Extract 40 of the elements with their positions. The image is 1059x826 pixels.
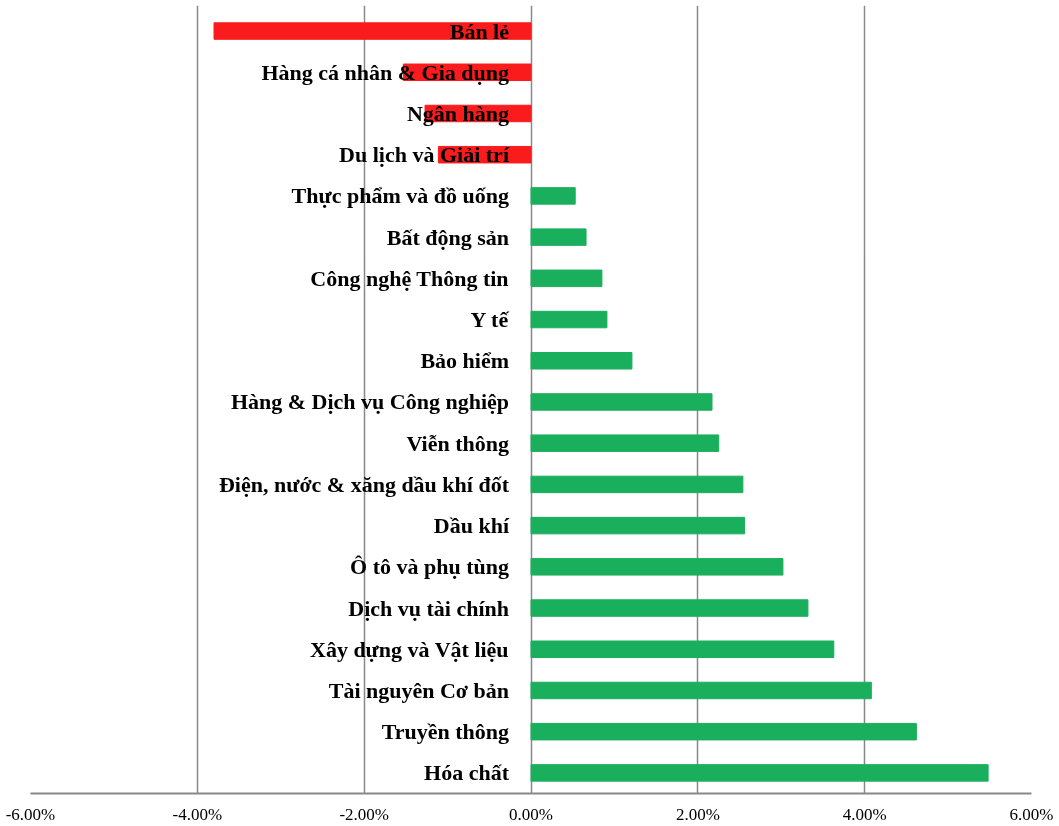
bar xyxy=(530,516,746,535)
x-tick-label: -6.00% xyxy=(5,804,56,824)
bar xyxy=(530,352,633,370)
y-tick-label: Bán lẻ xyxy=(449,18,510,44)
bar xyxy=(530,764,989,782)
x-tick-label: 2.00% xyxy=(675,804,720,824)
x-tick-label: -4.00% xyxy=(172,804,223,824)
y-tick-label: Dịch vụ tài chính xyxy=(348,595,510,621)
y-tick-label: Truyền thông xyxy=(381,719,510,745)
y-tick-label: Bảo hiểm xyxy=(420,348,510,374)
x-tick-label: 0.00% xyxy=(509,804,553,824)
y-tick-label: Bất động sản xyxy=(386,224,510,250)
bar xyxy=(530,228,587,246)
bar xyxy=(530,722,917,741)
y-tick-label: Thực phẩm và đồ uống xyxy=(291,183,510,209)
y-tick-label: Du lịch và Giải trí xyxy=(339,142,510,168)
bar xyxy=(530,434,720,452)
y-tick-label: Tài nguyên Cơ bản xyxy=(328,677,509,703)
bar xyxy=(530,558,784,576)
x-tick-label: 6.00% xyxy=(1009,804,1054,824)
bar xyxy=(530,393,713,411)
y-tick-label: Y tế xyxy=(470,307,510,333)
x-tick-label: 4.00% xyxy=(842,804,887,824)
bar xyxy=(530,640,835,658)
y-tick-label: Hóa chất xyxy=(424,760,510,786)
y-tick-label: Dầu khí xyxy=(433,513,510,539)
bar xyxy=(530,269,603,288)
bar xyxy=(530,187,576,205)
bar xyxy=(530,681,872,700)
bar xyxy=(530,310,608,329)
y-tick-label: Hàng & Dịch vụ Công nghiệp xyxy=(230,389,510,415)
y-tick-label: Ô tô và phụ tùng xyxy=(350,554,510,580)
bar xyxy=(530,599,809,617)
y-tick-label: Công nghệ Thông tin xyxy=(310,265,509,291)
x-tick-label: -2.00% xyxy=(339,804,389,824)
y-tick-label: Xây dựng và Vật liệu xyxy=(310,636,509,662)
y-tick-label: Điện, nước & xăng dầu khí đốt xyxy=(218,471,510,497)
bar xyxy=(530,475,744,494)
y-tick-label: Viễn thông xyxy=(406,430,509,456)
bar xyxy=(213,22,532,40)
